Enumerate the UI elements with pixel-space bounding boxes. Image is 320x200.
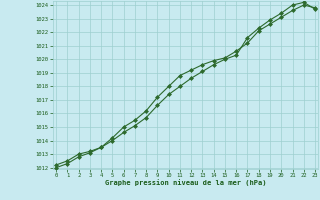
X-axis label: Graphe pression niveau de la mer (hPa): Graphe pression niveau de la mer (hPa) [105,180,266,186]
